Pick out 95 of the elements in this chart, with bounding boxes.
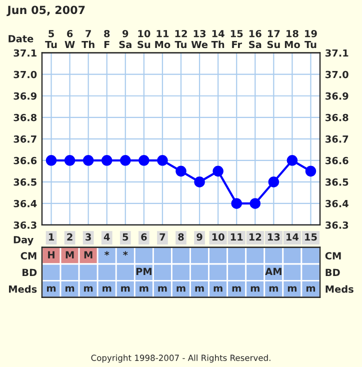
x-axis-title: Day <box>14 236 34 246</box>
text: m <box>102 286 112 292</box>
text: m <box>176 286 186 292</box>
point <box>120 155 131 166</box>
y-tick-label: Meds <box>9 285 37 293</box>
x-tick-label: 11 Mo <box>155 30 170 48</box>
x-tick-label: 7 <box>160 233 166 240</box>
text: M <box>66 251 74 258</box>
x-tick-label: 12 <box>249 233 262 240</box>
y-tick-label: 36.7 <box>14 135 36 143</box>
text: M <box>84 251 92 258</box>
y2-tick-label: CM <box>325 252 341 260</box>
x-tick-label: 3 <box>86 233 91 241</box>
point <box>286 155 298 166</box>
y2-tick-label: 37.0 <box>326 70 348 78</box>
point <box>64 155 76 166</box>
y2-tick-label: Meds <box>326 285 354 293</box>
x-tick-label: 5 Tu <box>45 30 57 48</box>
text: m <box>214 286 222 292</box>
x-tick-label: 13 <box>268 233 280 241</box>
x-tick-label: 19 Tu <box>304 30 317 48</box>
point <box>46 155 57 166</box>
point <box>250 198 261 209</box>
x-tick-label: 14 <box>286 233 299 240</box>
text: AM <box>265 268 282 275</box>
text: m <box>140 286 148 292</box>
point <box>212 166 224 177</box>
text: H <box>48 251 54 258</box>
text: m <box>232 286 241 292</box>
y2-tick-label: 36.6 <box>326 156 348 164</box>
text: Copyright 1998-2007 - All Rights Reserved. <box>91 354 270 363</box>
y-tick-label: 37.1 <box>14 49 36 57</box>
point <box>101 155 112 166</box>
text: m <box>47 286 56 292</box>
text: m <box>84 286 93 292</box>
text: * <box>104 251 110 256</box>
y2-tick-label: 36.8 <box>326 114 348 122</box>
x-axis-title: Date <box>8 35 34 42</box>
y2-tick-label: 36.4 <box>326 200 348 208</box>
x-tick-label: 8 <box>178 233 184 241</box>
text: m <box>250 286 260 292</box>
x-tick-label: 18 Mo <box>284 30 300 48</box>
x-tick-label: 6 W <box>64 30 75 48</box>
x-tick-label: 7 Th <box>82 30 94 48</box>
y-tick-label: 36.4 <box>14 200 37 208</box>
y2-tick-label: 37.1 <box>326 49 348 57</box>
y2-tick-label: BD <box>326 268 340 276</box>
y2-tick-label: 36.9 <box>326 92 348 100</box>
point <box>268 176 280 188</box>
text: m <box>195 286 204 292</box>
x-tick-label: 11 <box>230 233 243 240</box>
x-tick-label: 17 Su <box>267 30 280 48</box>
point <box>231 198 242 209</box>
x-tick-label: 10 Su <box>138 30 150 48</box>
x-tick-label: 10 <box>212 233 224 241</box>
point <box>194 176 205 188</box>
text: m <box>66 286 74 292</box>
point <box>305 166 316 177</box>
point <box>138 155 150 166</box>
text: m <box>158 286 167 292</box>
x-tick-label: 9 <box>196 233 202 241</box>
text: m <box>121 286 130 292</box>
point <box>82 155 94 166</box>
y2-tick-label: 36.5 <box>326 178 348 186</box>
y-tick-label: 36.3 <box>14 221 36 229</box>
text: m <box>288 286 297 292</box>
x-tick-label: 8 F <box>104 30 110 48</box>
x-tick-label: 1 <box>48 233 54 240</box>
y2-tick-label: 36.7 <box>326 135 348 143</box>
x-tick-label: 2 <box>67 233 72 240</box>
x-tick-label: 12 Tu <box>174 30 187 48</box>
y2-tick-label: 36.3 <box>326 221 348 229</box>
y-tick-label: 36.6 <box>14 156 37 164</box>
y-tick-label: BD <box>22 268 37 276</box>
y-tick-label: 37.0 <box>14 70 37 78</box>
point <box>176 166 186 177</box>
point <box>157 155 168 166</box>
x-tick-label: 15 Fr <box>230 30 243 48</box>
y-tick-label: 36.5 <box>14 178 36 186</box>
y-tick-label: CM <box>20 252 36 260</box>
x-tick-label: 15 <box>305 233 317 241</box>
text: PM <box>136 268 152 275</box>
text: m <box>269 286 278 292</box>
x-tick-label: 4 <box>104 233 110 240</box>
text: m <box>306 286 316 292</box>
y-tick-label: 36.8 <box>14 114 37 122</box>
x-tick-label: 14 Th <box>211 30 224 48</box>
text: * <box>123 251 128 256</box>
x-tick-label: 13 We <box>191 30 208 48</box>
x-tick-label: 6 <box>141 233 147 241</box>
y-tick-label: 36.9 <box>14 92 37 100</box>
x-tick-label: 5 <box>122 233 128 241</box>
chart-title: Jun 05, 2007 <box>6 6 85 16</box>
x-tick-label: 9 Sa <box>119 30 132 48</box>
x-tick-label: 16 Sa <box>249 30 262 48</box>
